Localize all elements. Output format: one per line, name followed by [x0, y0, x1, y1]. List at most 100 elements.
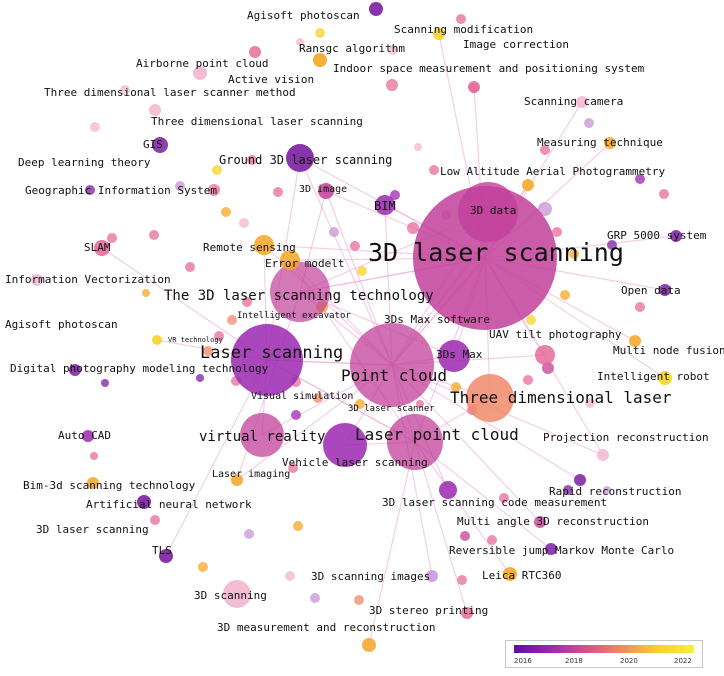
minor-node	[659, 189, 669, 199]
uav-node	[535, 345, 555, 365]
label-3d-stereo: 3D stereo printing	[369, 604, 489, 617]
label-3d-image: 3D image	[299, 184, 348, 195]
minor-node	[329, 227, 339, 237]
error-model-node	[280, 250, 300, 270]
label-vehicle-laser: Vehicle laser scanning	[282, 456, 428, 469]
minor-node	[120, 85, 130, 95]
label-agisoft-top: Agisoft photoscan	[247, 9, 360, 22]
leica-node	[503, 567, 517, 581]
label-laser-scanning: Laser scanning	[200, 343, 344, 363]
label-deep-learning: Deep learning theory	[18, 156, 151, 169]
reversible-node	[545, 543, 557, 555]
three-dim-laser-node	[466, 374, 514, 422]
label-bim-3d: Bim-3d scanning technology	[23, 479, 196, 492]
legend-tick-2022: 2022	[674, 657, 692, 665]
label-auto-cad: Auto CAD	[58, 429, 111, 442]
minor-node	[540, 145, 550, 155]
minor-node	[429, 165, 439, 175]
multi-angle-node	[534, 516, 546, 528]
indoor-node	[468, 81, 480, 93]
minor-node	[357, 266, 367, 276]
ann-node	[137, 495, 151, 509]
label-rapid-recon: Rapid reconstruction	[549, 485, 682, 498]
label-3d-scanning-images: 3D scanning images	[311, 570, 431, 583]
minor-node	[416, 400, 424, 408]
label-intelligent-robot: Intelligent robot	[597, 370, 710, 383]
measuring-node	[604, 137, 616, 149]
minor-node	[90, 122, 100, 132]
tdls-node	[149, 104, 161, 116]
3d-measurement-node	[362, 638, 376, 652]
label-scanning-camera: Scanning camera	[524, 95, 624, 108]
minor-node	[90, 452, 98, 460]
minor-node	[208, 184, 220, 196]
minor-node	[242, 297, 252, 307]
label-active-vision: Active vision	[228, 73, 315, 86]
label-scanning-modification: Scanning modification	[394, 23, 534, 36]
virtual-reality-node	[240, 413, 284, 457]
3d-scanning-images-node	[426, 570, 438, 582]
laser-point-cloud-node	[387, 414, 443, 470]
open-data-node	[659, 284, 671, 296]
label-slam: SLAM	[84, 241, 111, 254]
minor-node	[221, 207, 231, 217]
minor-node	[354, 595, 364, 605]
legend-tick-2018: 2018	[565, 657, 583, 665]
minor-node	[291, 410, 301, 420]
active-vision-node	[249, 46, 261, 58]
minor-node	[350, 241, 360, 251]
minor-node	[285, 571, 295, 581]
minor-node	[560, 290, 570, 300]
label-projection-recon: Projection reconstruction	[543, 431, 709, 444]
minor-node	[149, 230, 159, 240]
low-altitude-node	[522, 179, 534, 191]
label-image-correction: Image correction	[463, 38, 569, 51]
digital-photo-node	[69, 364, 81, 376]
minor-node	[196, 374, 204, 382]
label-error-model: Error modelt	[265, 257, 345, 270]
network-edge	[414, 441, 468, 614]
intelligent-robot-node	[658, 371, 672, 385]
label-3d-scanning: 3D scanning	[194, 589, 267, 602]
minor-node	[451, 382, 461, 392]
bim-node	[375, 195, 395, 215]
label-reversible-jump: Reversible jump Markov Monte Carlo	[449, 544, 675, 557]
laser-imaging-node	[231, 474, 243, 486]
minor-node	[150, 515, 160, 525]
label-airborne: Airborne point cloud	[136, 57, 269, 70]
code-measure-node	[439, 481, 457, 499]
scanning-modification-node	[433, 28, 445, 40]
label-multi-angle: Multi angle 3D reconstruction	[457, 515, 650, 528]
laser-scanning-node	[231, 324, 303, 396]
label-3d-laser-scanning-left: 3D laser scanning	[36, 523, 149, 536]
label-intelligent-excavator: Intelligent excavator	[237, 311, 351, 321]
label-agisoft-left: Agisoft photoscan	[5, 318, 118, 331]
label-open-data: Open data	[621, 284, 681, 297]
the-3d-tech-node	[270, 262, 330, 322]
minor-node	[175, 181, 185, 191]
minor-node	[288, 463, 298, 473]
label-visual-simulation: Visual simulation	[251, 391, 354, 402]
minor-node	[569, 249, 579, 259]
vr-tech-node	[152, 335, 162, 345]
minor-node	[247, 155, 257, 165]
minor-node	[607, 240, 617, 250]
legend-tick-2016: 2016	[514, 657, 532, 665]
label-3d-laser-scanning: 3D laser scanning	[368, 238, 624, 267]
ransac-node	[313, 53, 327, 67]
minor-node	[585, 398, 595, 408]
3d-stereo-node	[461, 607, 473, 619]
label-3d-laser-scanner: 3D laser scanner	[348, 404, 435, 414]
minor-node	[185, 262, 195, 272]
minor-node	[296, 38, 304, 46]
multi-node-node	[629, 335, 641, 347]
ground-3d-node	[286, 144, 314, 172]
minor-node	[499, 493, 509, 503]
label-code-measure: 3D laser scanning code measurement	[382, 496, 608, 509]
minor-node	[635, 174, 645, 184]
minor-node	[244, 529, 254, 539]
3d-scanning-node	[223, 580, 251, 608]
minor-node	[355, 399, 365, 409]
label-info-vector: Information Vectorization	[5, 273, 171, 286]
